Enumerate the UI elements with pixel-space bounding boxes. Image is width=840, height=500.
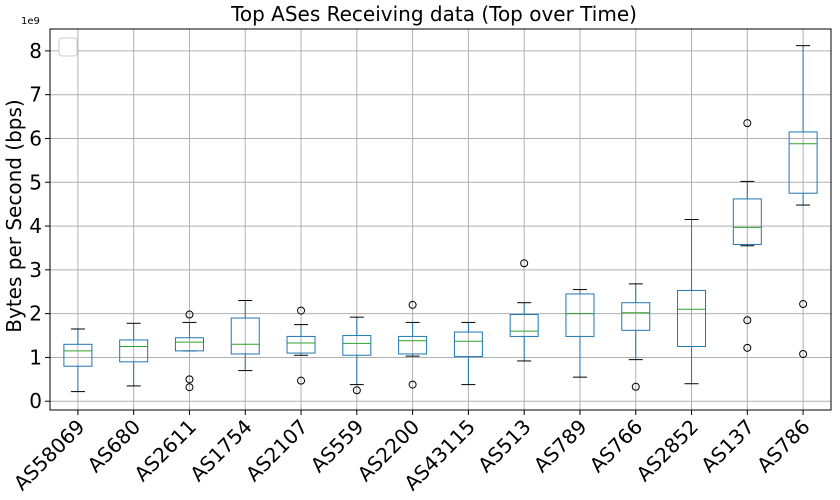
plot-frame [49, 28, 832, 411]
outlier-point [743, 343, 752, 352]
y-tick-label: 8 [29, 39, 42, 63]
box-AS513 [509, 314, 539, 337]
x-tick-label: AS513 [473, 415, 536, 478]
outlier-point [408, 380, 417, 389]
outlier-point [799, 300, 808, 309]
box-AS1754 [230, 317, 260, 355]
outlier-point [408, 300, 417, 309]
outlier-point [185, 383, 194, 392]
box-AS2611 [174, 337, 204, 352]
box-AS2107 [286, 335, 316, 354]
x-tick-label: AS137 [696, 415, 759, 478]
y-tick-label: 3 [29, 258, 42, 282]
outlier-point [799, 349, 808, 358]
box-AS43115 [453, 331, 483, 358]
x-tick-label: AS786 [752, 415, 815, 478]
chart-title: Top ASes Receiving data (Top over Time) [230, 2, 637, 26]
plot-area: 012345678AS58069AS680AS2611AS1754AS2107A… [9, 28, 832, 496]
x-tick-label: AS2107 [241, 415, 313, 487]
box-AS766 [621, 302, 651, 331]
y-tick-label: 5 [29, 170, 42, 194]
y-tick-label: 7 [29, 83, 42, 107]
box-AS680 [119, 339, 149, 363]
box-AS786 [788, 131, 818, 194]
box-AS559 [342, 335, 372, 356]
outlier-point [185, 375, 194, 384]
x-tick-label: AS789 [529, 415, 592, 478]
y-tick-label: 2 [29, 302, 42, 326]
outlier-point [185, 310, 194, 319]
x-tick-label: AS58069 [9, 415, 90, 496]
outlier-point [743, 119, 752, 128]
outlier-point [743, 316, 752, 325]
outlier-point [631, 382, 640, 391]
y-tick-label: 0 [29, 389, 42, 413]
box-AS2852 [677, 289, 707, 347]
box-AS789 [565, 293, 595, 337]
box-AS137 [732, 198, 762, 245]
y-axis-multiplier: 1e9 [21, 16, 40, 27]
outlier-point [352, 386, 361, 395]
y-tick-label: 1 [29, 345, 42, 369]
legend-box [58, 37, 78, 57]
x-tick-label: AS2852 [631, 415, 703, 487]
y-tick-label: 6 [29, 126, 42, 150]
y-tick-label: 4 [29, 214, 42, 238]
box-AS2200 [398, 335, 428, 355]
outlier-point [297, 376, 306, 385]
outlier-point [520, 259, 529, 268]
y-axis-label: Bytes per Second (bps) [2, 99, 26, 332]
box-AS58069 [63, 343, 93, 367]
outlier-point [297, 306, 306, 315]
